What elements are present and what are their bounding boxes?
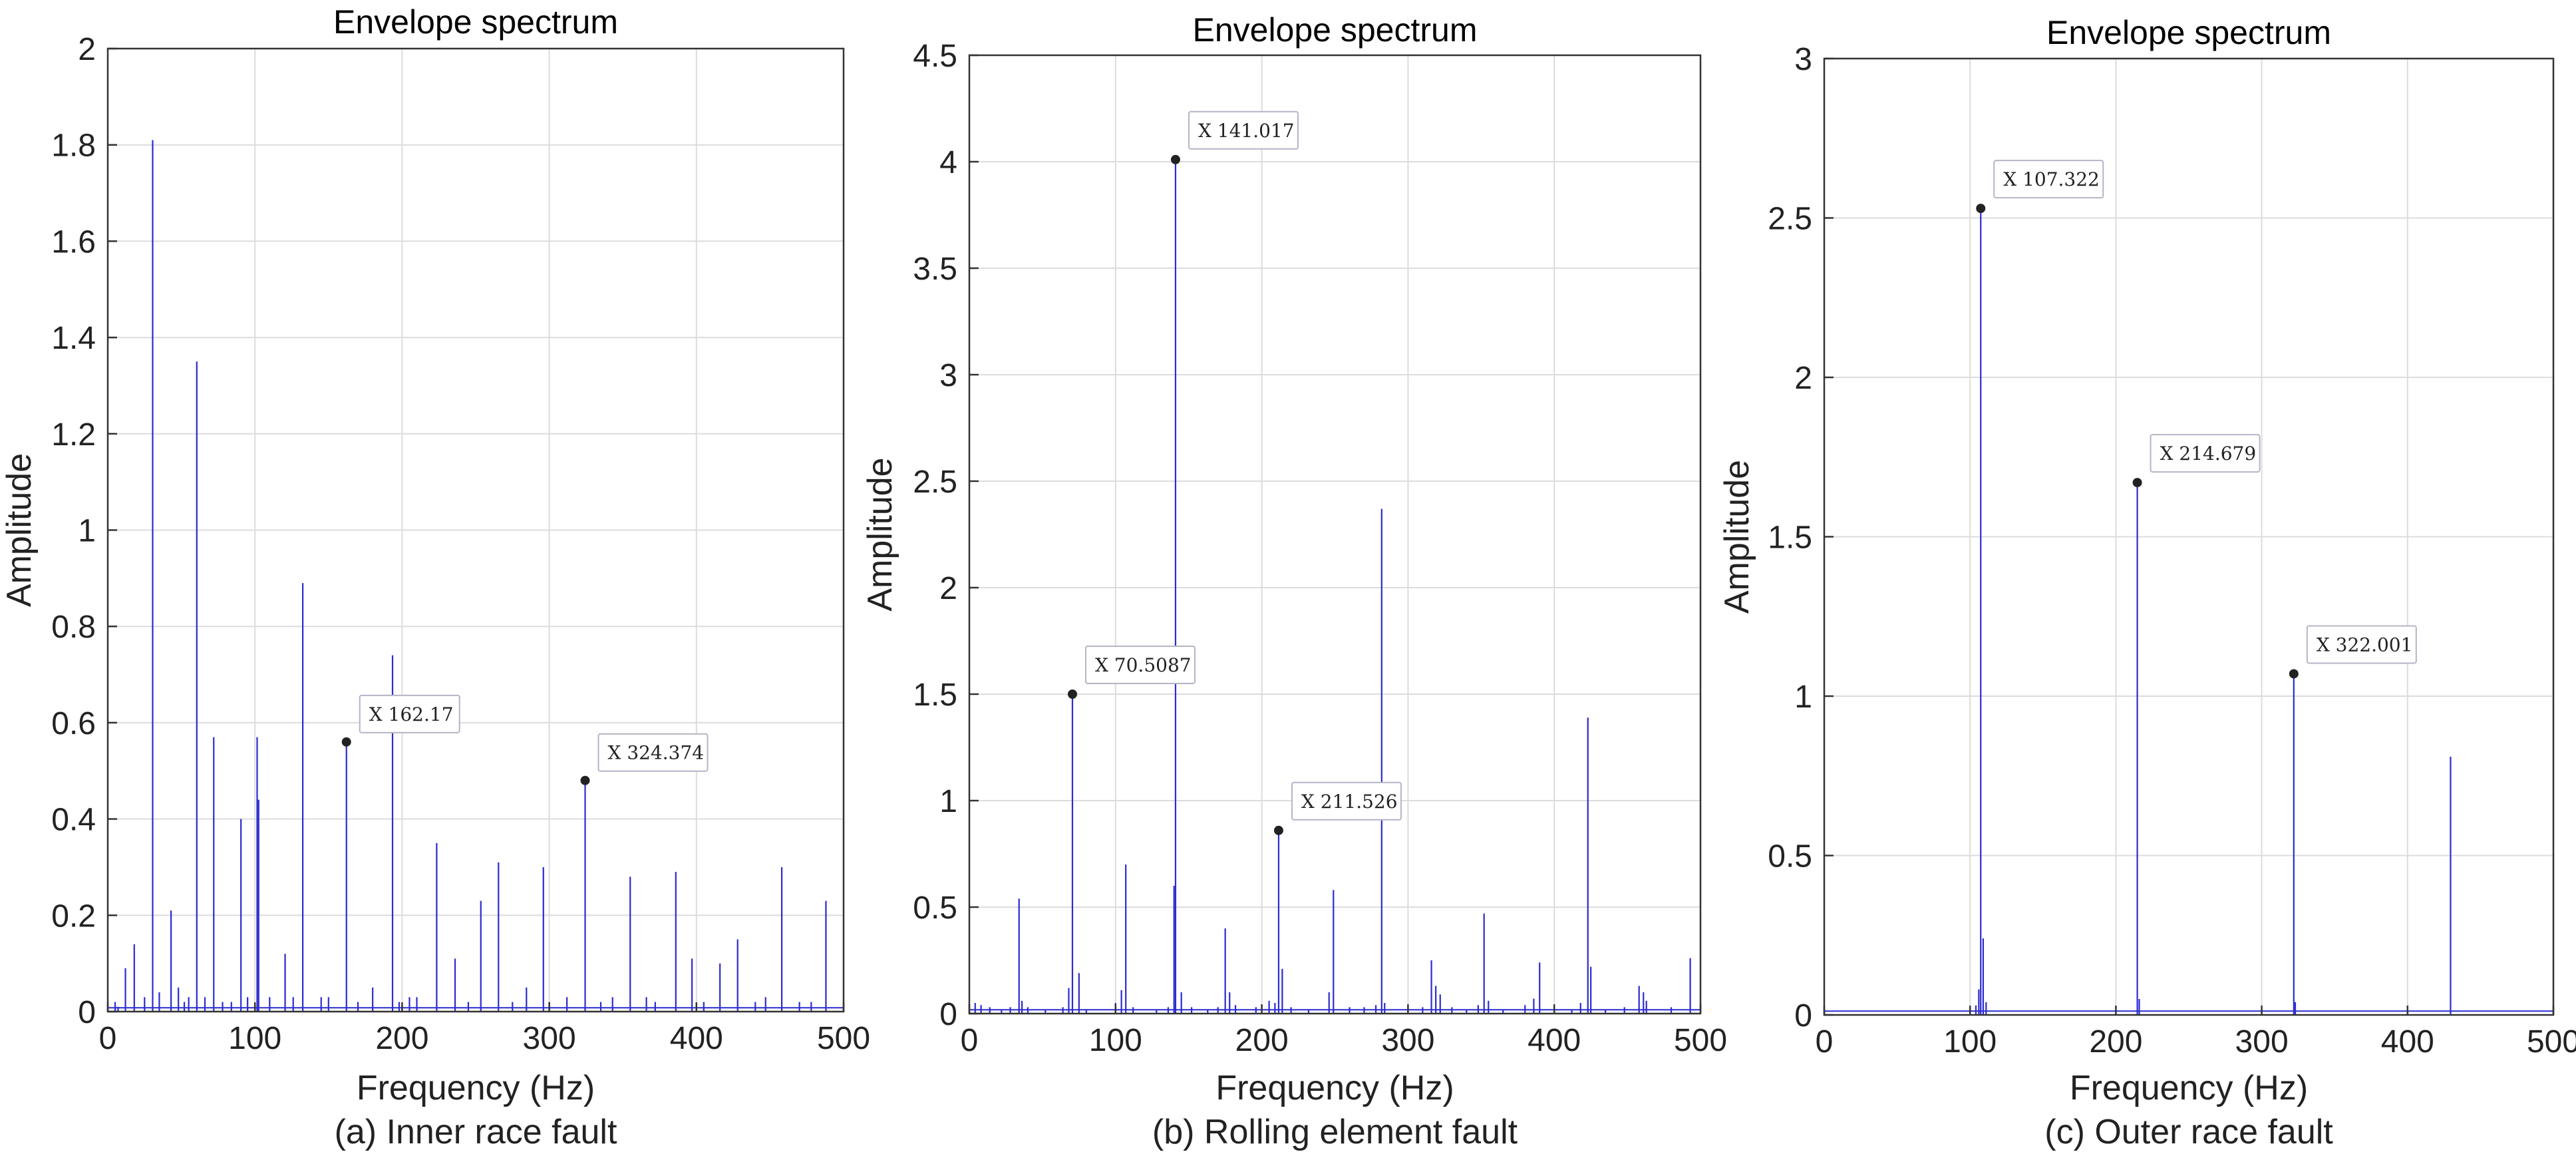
datatip-box xyxy=(359,694,460,733)
y-tick-label: 1 xyxy=(1794,679,1812,715)
datatip-label: X 162.17 xyxy=(369,703,454,725)
datatip[interactable]: X 211.526 xyxy=(1273,781,1402,835)
chart-panel-3: 0 100 200 300 400 500 0 0.5 1 1.5 2 2.5 3 Envelope sp… xyxy=(1718,14,2576,1151)
datatip[interactable]: X 70.5087 xyxy=(1067,646,1196,699)
y-tick-label: 2 xyxy=(939,571,957,606)
y-tick-label: 4.5 xyxy=(913,39,957,74)
y-tick-label: 0 xyxy=(1794,998,1812,1034)
y-tick-label: 0 xyxy=(78,995,96,1030)
y-tick-label: 1 xyxy=(939,784,957,819)
y-tick-label: 3 xyxy=(1794,42,1812,77)
y-tick-label: 2.5 xyxy=(1768,202,1812,237)
x-tick-label: 0 xyxy=(1816,1024,1834,1060)
x-tick-label: 200 xyxy=(375,1021,428,1056)
datatip-label: X 107.322 xyxy=(2003,168,2100,190)
chart-title: Envelope spectrum xyxy=(1192,11,1477,49)
datatip[interactable]: X 162.17 xyxy=(341,694,460,747)
y-tick-label: 0.5 xyxy=(913,890,957,926)
x-tick-label: 400 xyxy=(1528,1023,1581,1058)
y-tick-label: 3 xyxy=(939,358,957,393)
figure-caption: (a) Inner race fault xyxy=(335,1113,617,1151)
datatip-marker[interactable] xyxy=(2289,669,2299,679)
y-tick-label: 0.6 xyxy=(51,706,96,741)
x-tick-label: 100 xyxy=(1089,1023,1142,1058)
x-axis-label: Frequency (Hz) xyxy=(2070,1069,2308,1107)
datatip-box xyxy=(1993,160,2104,199)
datatip-label: X 141.017 xyxy=(1198,120,1295,142)
y-tick-label: 1.2 xyxy=(51,417,96,453)
datatip-box xyxy=(1188,110,1299,150)
y-tick-label: 2 xyxy=(1794,361,1812,396)
y-tick-label: 3.5 xyxy=(913,252,957,287)
x-tick-label: 500 xyxy=(2527,1024,2576,1060)
y-axis-label: Amplitude xyxy=(861,457,899,611)
datatip-box xyxy=(2306,625,2417,664)
datatip[interactable]: X 107.322 xyxy=(1976,160,2104,214)
y-tick-label: 2.5 xyxy=(913,465,957,500)
y-tick-label: 0 xyxy=(939,997,957,1032)
datatip-box xyxy=(597,733,709,772)
y-axis-label: Amplitude xyxy=(0,453,39,607)
x-tick-label: 500 xyxy=(817,1021,870,1056)
y-tick-label: 0.4 xyxy=(51,803,96,838)
datatip-marker[interactable] xyxy=(580,775,590,785)
x-tick-label: 100 xyxy=(228,1021,281,1056)
datatip[interactable]: X 322.001 xyxy=(2289,625,2417,679)
y-tick-label: 2 xyxy=(78,32,96,67)
datatip-box xyxy=(2150,434,2261,473)
axes-box xyxy=(968,54,1702,1015)
figure-caption: (c) Outer race fault xyxy=(2044,1113,2333,1151)
y-tick-label: 4 xyxy=(939,145,957,180)
x-axis-label: Frequency (Hz) xyxy=(357,1069,595,1107)
datatip-box xyxy=(1084,646,1196,684)
x-tick-label: 400 xyxy=(670,1021,723,1056)
datatip-marker[interactable] xyxy=(1976,204,1986,214)
y-axis-label: Amplitude xyxy=(1718,460,1756,614)
chart-panel-2: 0 100 200 300 400 500 0 0.5 1 1.5 2 2.5 3 3.5 4 4.5 Enve… xyxy=(861,11,1727,1151)
x-tick-label: 500 xyxy=(1674,1023,1727,1058)
datatip-label: X 211.526 xyxy=(1301,791,1398,813)
y-tick-label: 1.4 xyxy=(51,321,96,356)
x-tick-label: 300 xyxy=(2235,1024,2289,1060)
datatip-label: X 70.5087 xyxy=(1095,654,1192,676)
datatip-box xyxy=(1291,781,1402,821)
datatip-marker[interactable] xyxy=(1067,689,1077,699)
datatip-marker[interactable] xyxy=(1273,825,1283,835)
datatip-label: X 322.001 xyxy=(2317,634,2413,656)
datatip-marker[interactable] xyxy=(1170,154,1180,164)
chart-title: Envelope spectrum xyxy=(2046,14,2331,51)
y-tick-label: 1.5 xyxy=(1768,520,1812,556)
x-tick-label: 300 xyxy=(523,1021,576,1056)
y-tick-label: 1.6 xyxy=(51,224,96,260)
y-tick-label: 0.2 xyxy=(51,898,96,934)
x-tick-label: 0 xyxy=(99,1021,117,1056)
figure-caption: (b) Rolling element fault xyxy=(1152,1113,1518,1151)
chart-title: Envelope spectrum xyxy=(333,3,618,41)
x-tick-label: 100 xyxy=(1943,1024,1997,1060)
datatip-marker[interactable] xyxy=(341,737,351,747)
datatip[interactable]: X 214.679 xyxy=(2132,434,2261,488)
x-tick-label: 200 xyxy=(1235,1023,1289,1058)
x-axis-label: Frequency (Hz) xyxy=(1215,1069,1454,1107)
y-tick-label: 0.5 xyxy=(1768,839,1812,874)
plot-area xyxy=(969,55,1700,1014)
y-tick-label: 1.8 xyxy=(51,128,96,164)
datatip-label: X 324.374 xyxy=(608,742,705,764)
chart-panel-1: 0 100 200 300 400 500 0 0.2 0.4 0.6 0.8 1 1.2 1.4 1.6 1… xyxy=(0,3,870,1151)
x-tick-label: 0 xyxy=(961,1023,979,1058)
x-tick-label: 200 xyxy=(2089,1024,2142,1060)
datatip-marker[interactable] xyxy=(2132,478,2142,488)
y-tick-label: 1 xyxy=(78,514,96,549)
y-tick-label: 0.8 xyxy=(51,610,96,645)
x-tick-label: 300 xyxy=(1381,1023,1434,1058)
datatip[interactable]: X 141.017 xyxy=(1170,110,1299,164)
y-tick-label: 1.5 xyxy=(913,678,957,713)
datatip[interactable]: X 324.374 xyxy=(580,733,709,785)
datatip-label: X 214.679 xyxy=(2160,443,2257,465)
x-tick-label: 400 xyxy=(2381,1024,2434,1060)
